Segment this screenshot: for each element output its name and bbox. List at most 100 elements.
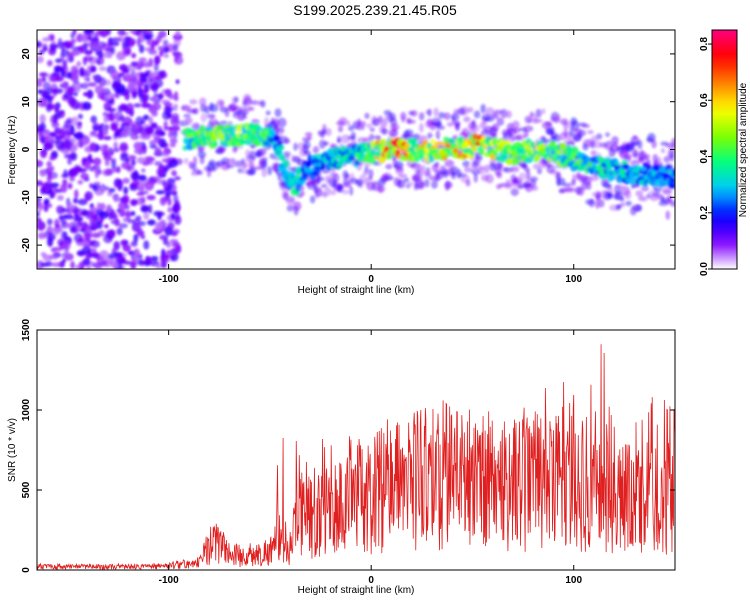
ridge-halo-blob: [323, 186, 332, 197]
ridge-halo-blob: [344, 173, 350, 178]
noise-blob: [126, 218, 135, 224]
noise-blob: [43, 198, 50, 206]
ridge-halo-blob: [341, 189, 350, 195]
noise-blob: [92, 183, 98, 192]
ridge-halo-blob: [566, 187, 577, 193]
noise-blob: [38, 222, 44, 231]
noise-blob: [113, 147, 120, 153]
ridge-halo-blob: [465, 179, 471, 187]
y-tick-label: 10: [21, 96, 32, 108]
noise-blob: [158, 30, 167, 38]
ridge-halo-blob: [279, 127, 285, 134]
ridge-halo-blob: [530, 185, 539, 191]
noise-blob: [52, 87, 58, 97]
noise-blob: [98, 66, 107, 72]
noise-blob: [161, 151, 169, 157]
noise-blob: [105, 168, 114, 176]
ridge-halo-blob: [416, 168, 426, 176]
noise-blob: [102, 135, 112, 141]
noise-blob: [46, 59, 53, 67]
noise-blob: [83, 92, 88, 97]
noise-blob: [150, 122, 158, 129]
noise-blob: [168, 158, 178, 168]
ridge-halo-blob: [473, 160, 481, 167]
ridge-halo-blob: [491, 123, 500, 132]
noise-blob: [54, 66, 64, 73]
noise-blob: [86, 266, 91, 269]
ridge-core-blob: [387, 149, 394, 155]
ridge-halo-blob: [200, 112, 207, 123]
noise-blob: [84, 145, 94, 153]
noise-blob: [115, 128, 123, 136]
noise-blob: [160, 261, 167, 269]
noise-blob: [130, 198, 138, 207]
noise-blob: [111, 41, 120, 47]
noise-blob: [99, 202, 106, 211]
ridge-halo-blob: [418, 112, 425, 121]
colorbar-label: Normalized spectral amplitude: [738, 82, 749, 217]
noise-blob: [37, 77, 43, 88]
noise-blob: [135, 116, 144, 126]
noise-blob: [81, 135, 91, 146]
ridge-halo-blob: [189, 99, 198, 105]
noise-blob: [156, 167, 166, 177]
ridge-halo-blob: [480, 103, 486, 114]
ridge-halo-blob: [343, 182, 352, 188]
ridge-halo-blob: [211, 165, 217, 172]
ridge-halo-blob: [433, 107, 439, 117]
ridge-halo-blob: [463, 116, 471, 123]
noise-blob: [142, 93, 149, 104]
spectrogram-y-label: Frequency (Hz): [7, 116, 18, 185]
noise-blob: [55, 42, 65, 49]
noise-blob: [153, 76, 162, 81]
ridge-halo-blob: [496, 171, 503, 179]
noise-blob: [138, 44, 145, 54]
noise-blob: [84, 50, 93, 56]
noise-blob: [162, 111, 171, 121]
noise-blob: [66, 96, 77, 106]
ridge-halo-blob: [250, 100, 259, 105]
ridge-halo-blob: [467, 106, 474, 113]
x-tick-label: -100: [159, 274, 179, 285]
noise-blob: [74, 208, 84, 213]
ridge-halo-blob: [429, 175, 440, 181]
ridge-halo-blob: [663, 156, 671, 163]
ridge-core-blob: [365, 146, 371, 154]
noise-blob: [79, 66, 85, 77]
noise-blob: [44, 141, 54, 151]
ridge-halo-blob: [591, 150, 598, 156]
noise-blob: [69, 226, 77, 234]
ridge-halo-blob: [641, 196, 649, 202]
ridge-halo-blob: [317, 176, 325, 182]
noise-blob: [110, 46, 116, 55]
ridge-halo-blob: [325, 128, 332, 137]
noise-blob: [89, 211, 95, 218]
ridge-halo-blob: [340, 134, 351, 144]
noise-blob: [160, 254, 170, 260]
ridge-halo-blob: [605, 132, 610, 137]
ridge-core-blob: [585, 156, 592, 162]
ridge-halo-blob: [517, 184, 524, 190]
noise-blob: [85, 42, 95, 47]
noise-blob: [79, 228, 86, 233]
ridge-halo-blob: [485, 173, 494, 184]
y-tick-label: 20: [21, 48, 32, 60]
ridge-halo-blob: [516, 134, 525, 142]
noise-blob: [121, 67, 130, 74]
noise-blob: [161, 158, 169, 163]
noise-blob: [37, 196, 42, 203]
colorbar-ticks: 0.0 0.2 0.4 0.6 0.8: [699, 37, 712, 276]
noise-blob: [52, 227, 61, 236]
ridge-core-blob: [407, 146, 415, 153]
ridge-halo-blob: [398, 173, 408, 179]
noise-blob: [133, 252, 140, 259]
noise-blob: [111, 213, 118, 220]
ridge-halo-blob: [277, 117, 287, 128]
noise-blob: [163, 46, 170, 53]
noise-blob: [70, 49, 81, 56]
ridge-halo-blob: [455, 123, 460, 132]
noise-blob: [171, 229, 180, 234]
noise-blob: [128, 155, 137, 161]
ridge-halo-blob: [413, 182, 419, 191]
ridge-halo-blob: [505, 179, 511, 187]
